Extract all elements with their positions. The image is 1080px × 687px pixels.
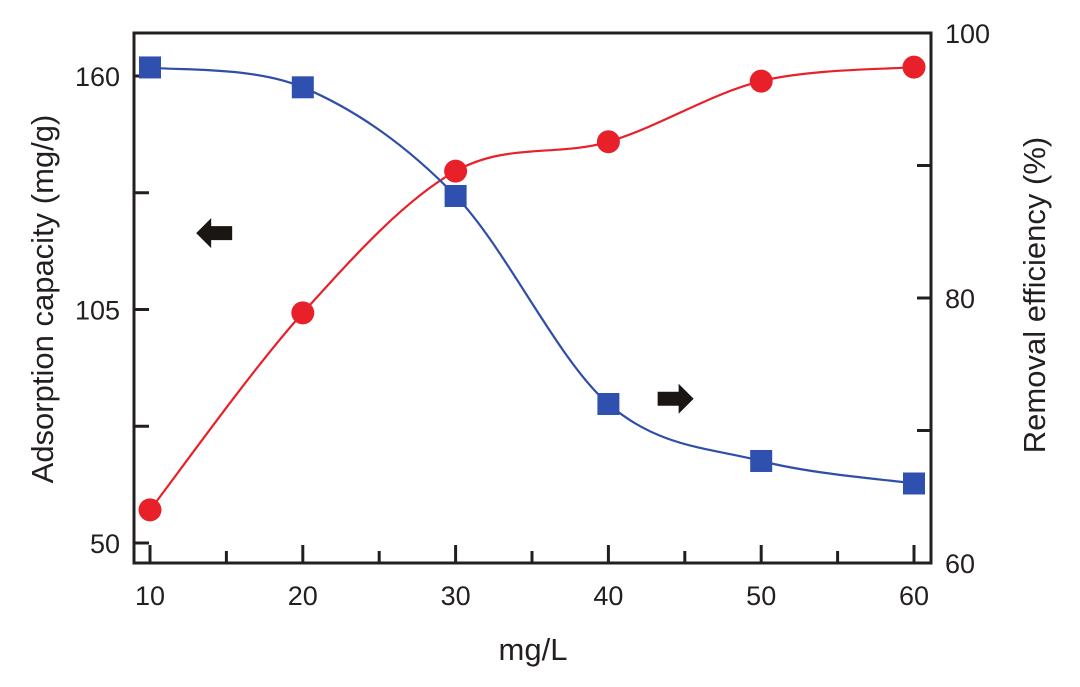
x-tick-label: 50	[746, 581, 776, 611]
adsorption-capacity-point	[596, 130, 620, 154]
x-tick-label: 30	[441, 581, 471, 611]
plot-border	[132, 31, 933, 565]
removal-efficiency-point	[139, 56, 161, 79]
y-left-tick-label: 160	[75, 62, 120, 92]
series-lines	[149, 65, 915, 511]
removal-efficiency-line	[149, 66, 915, 485]
adsorption-capacity-point	[291, 301, 315, 325]
adsorption-capacity-point	[444, 159, 468, 183]
adsorption-capacity-point	[138, 498, 162, 522]
removal-efficiency-point	[903, 472, 925, 495]
adsorption-capacity-line	[149, 65, 915, 511]
removal-efficiency-point	[750, 449, 773, 472]
y-axis-title-right: Removal efficiency (%)	[1017, 137, 1052, 453]
x-tick-label: 60	[899, 581, 929, 611]
y-right-tick-label: 100	[945, 19, 990, 49]
arrow-right-icon	[657, 383, 694, 414]
plot-frame	[132, 31, 933, 565]
removal-efficiency-point	[597, 393, 620, 415]
adsorption-capacity-point	[902, 55, 926, 79]
series-markers	[138, 55, 926, 522]
y-right-tick-label: 60	[945, 549, 975, 579]
x-tick-label: 20	[288, 581, 318, 611]
y-left-tick-label: 105	[75, 296, 120, 326]
x-tick-label: 40	[593, 581, 623, 611]
y-right-tick-label: 80	[945, 284, 975, 314]
axis-ticks	[134, 31, 931, 565]
axis-indicator-arrows	[196, 218, 694, 414]
y-axis-title-left: Adsorption capacity (mg/g)	[25, 115, 60, 484]
y-left-tick-label: 50	[90, 529, 120, 559]
removal-efficiency-point	[291, 76, 314, 99]
x-tick-label: 10	[135, 581, 165, 611]
axis-tick-labels: 10 20 30 40 50 60 50 105 160 60 80 100	[75, 19, 990, 611]
arrow-left-icon	[196, 218, 233, 249]
removal-efficiency-point	[444, 184, 467, 207]
x-axis-title: mg/L	[499, 632, 568, 667]
adsorption-capacity-point	[749, 69, 773, 93]
